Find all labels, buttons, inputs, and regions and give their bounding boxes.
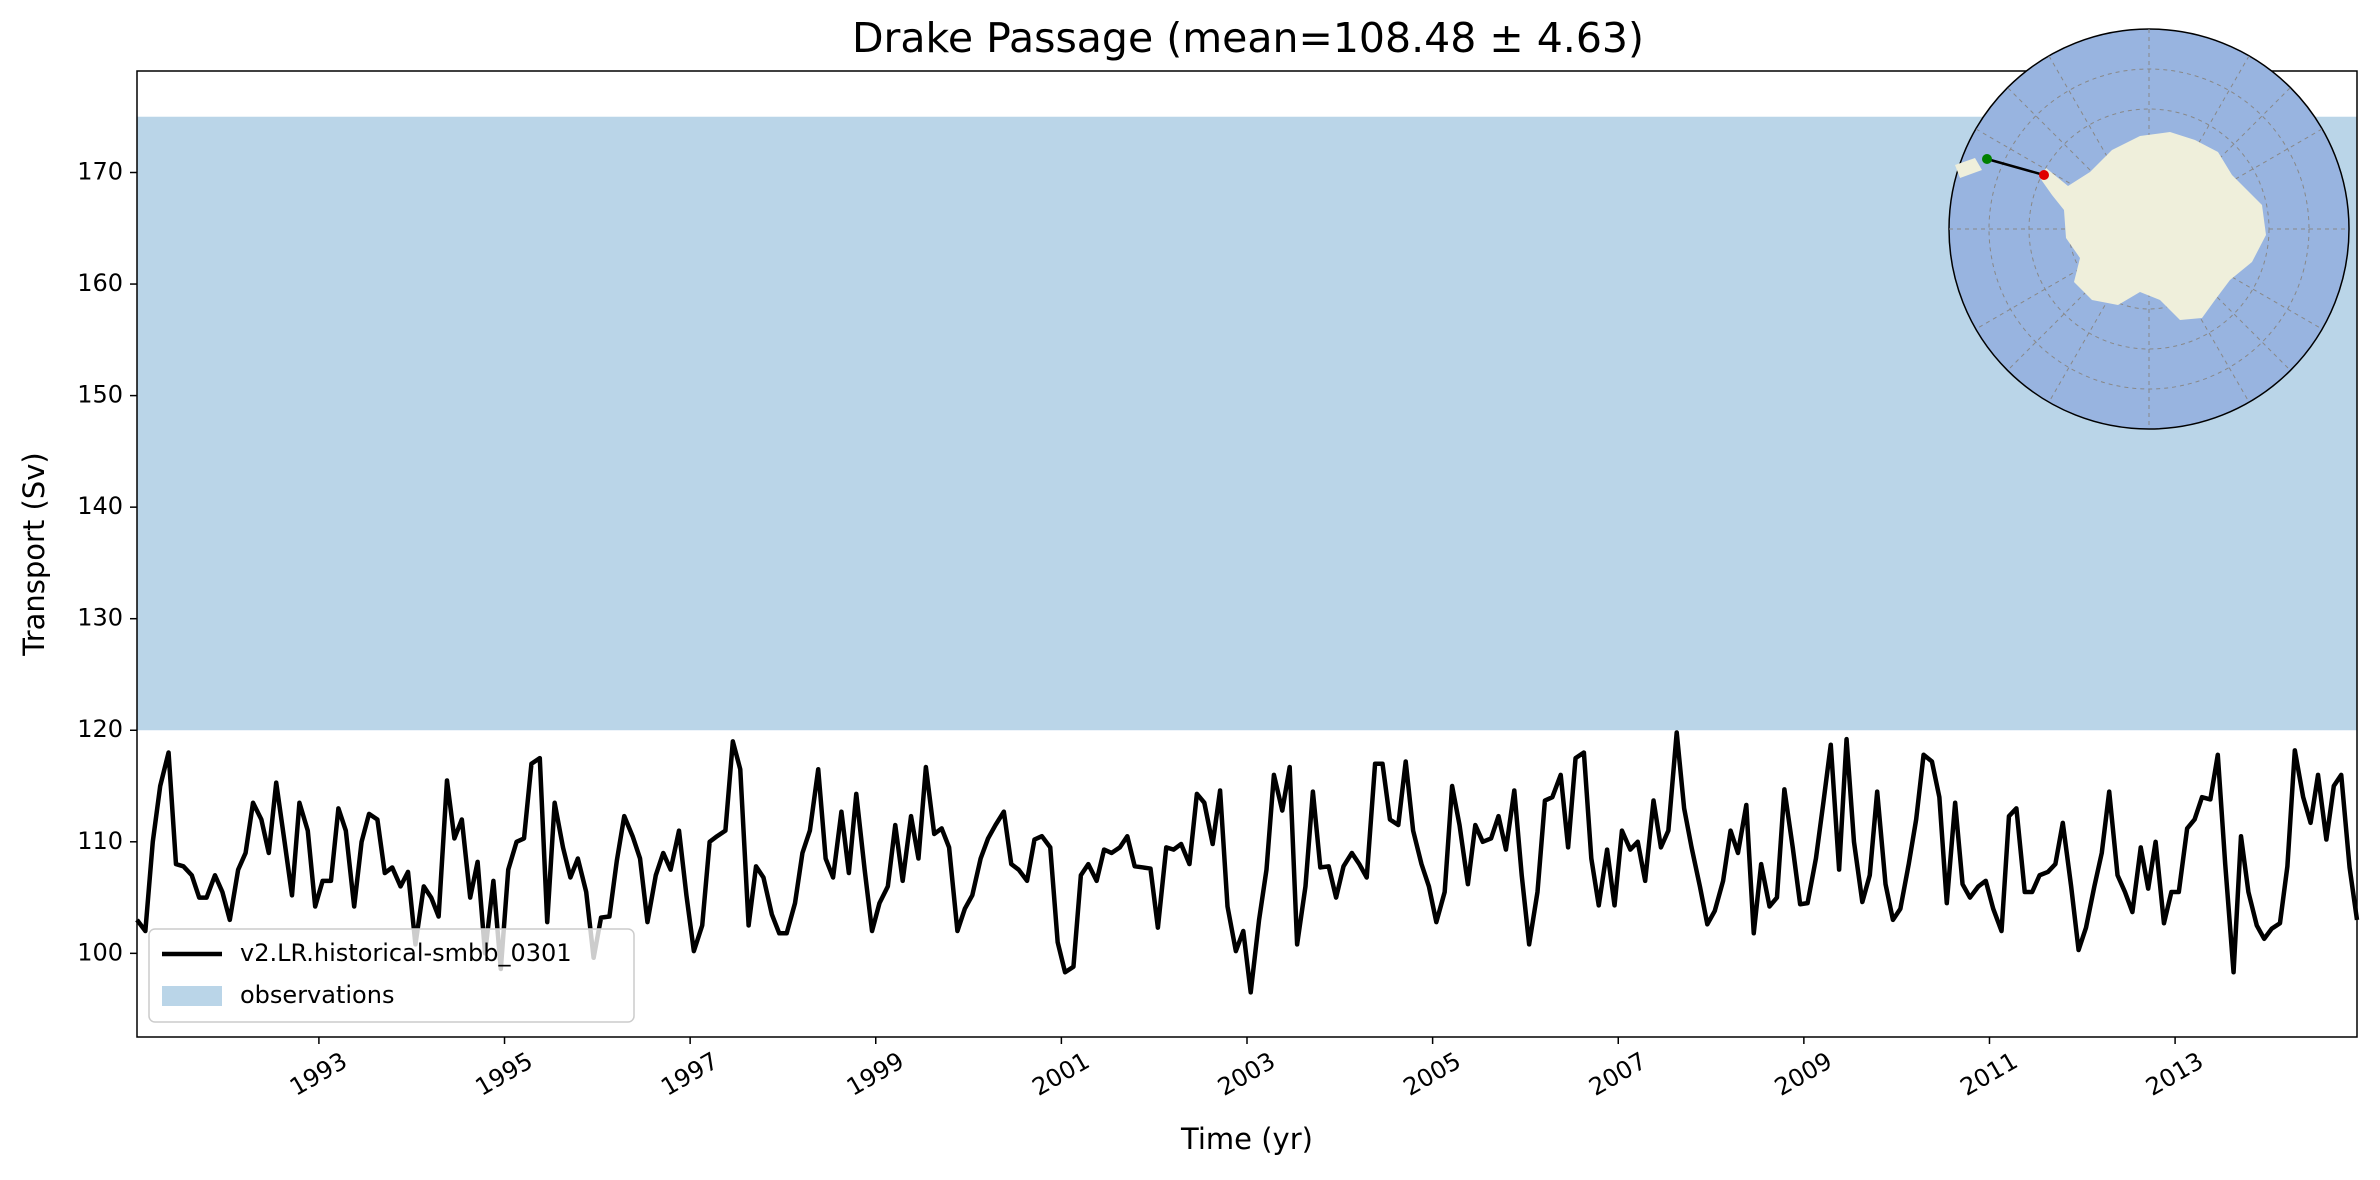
y-tick-label: 160 bbox=[77, 269, 123, 297]
x-tick-label: 1993 bbox=[285, 1047, 352, 1102]
map-section bbox=[1986, 157, 2045, 177]
map-south-america bbox=[1955, 158, 1982, 178]
y-tick-label: 110 bbox=[77, 827, 123, 855]
y-tick-label: 130 bbox=[77, 604, 123, 632]
map-start-point bbox=[1982, 154, 1992, 164]
y-tick-label: 120 bbox=[77, 715, 123, 743]
x-tick-label: 2009 bbox=[1770, 1047, 1837, 1102]
x-axis-label: Time (yr) bbox=[1180, 1122, 1313, 1156]
y-axis-label: Transport (Sv) bbox=[17, 452, 51, 657]
x-tick-label: 1997 bbox=[656, 1047, 723, 1102]
legend-label: v2.LR.historical-smbb_0301 bbox=[240, 939, 572, 967]
y-tick-label: 170 bbox=[77, 158, 123, 186]
x-tick-label: 2001 bbox=[1027, 1047, 1094, 1102]
legend-box bbox=[148, 928, 635, 1023]
chart-title: Drake Passage (mean=108.48 ± 4.63) bbox=[852, 14, 1644, 62]
x-tick-label: 1999 bbox=[842, 1047, 909, 1102]
x-tick-label: 2003 bbox=[1213, 1047, 1280, 1102]
x-tick-label: 2011 bbox=[1956, 1047, 2023, 1102]
legend: v2.LR.historical-smbb_0301 observations bbox=[148, 928, 635, 1023]
legend-label: observations bbox=[240, 981, 394, 1009]
y-tick-label: 150 bbox=[77, 381, 123, 409]
legend-swatch bbox=[162, 986, 222, 1006]
x-tick-label: 1995 bbox=[471, 1047, 538, 1102]
x-tick-label: 2007 bbox=[1584, 1047, 1651, 1102]
y-tick-label: 140 bbox=[77, 492, 123, 520]
series-line bbox=[135, 730, 2360, 995]
y-tick-label: 100 bbox=[77, 938, 123, 966]
inset-map bbox=[1948, 28, 2350, 430]
x-tick-label: 2013 bbox=[2141, 1047, 2208, 1102]
map-end-point bbox=[2039, 170, 2049, 180]
map-antarctica bbox=[2040, 132, 2266, 320]
x-tick-label: 2005 bbox=[1399, 1047, 1466, 1102]
